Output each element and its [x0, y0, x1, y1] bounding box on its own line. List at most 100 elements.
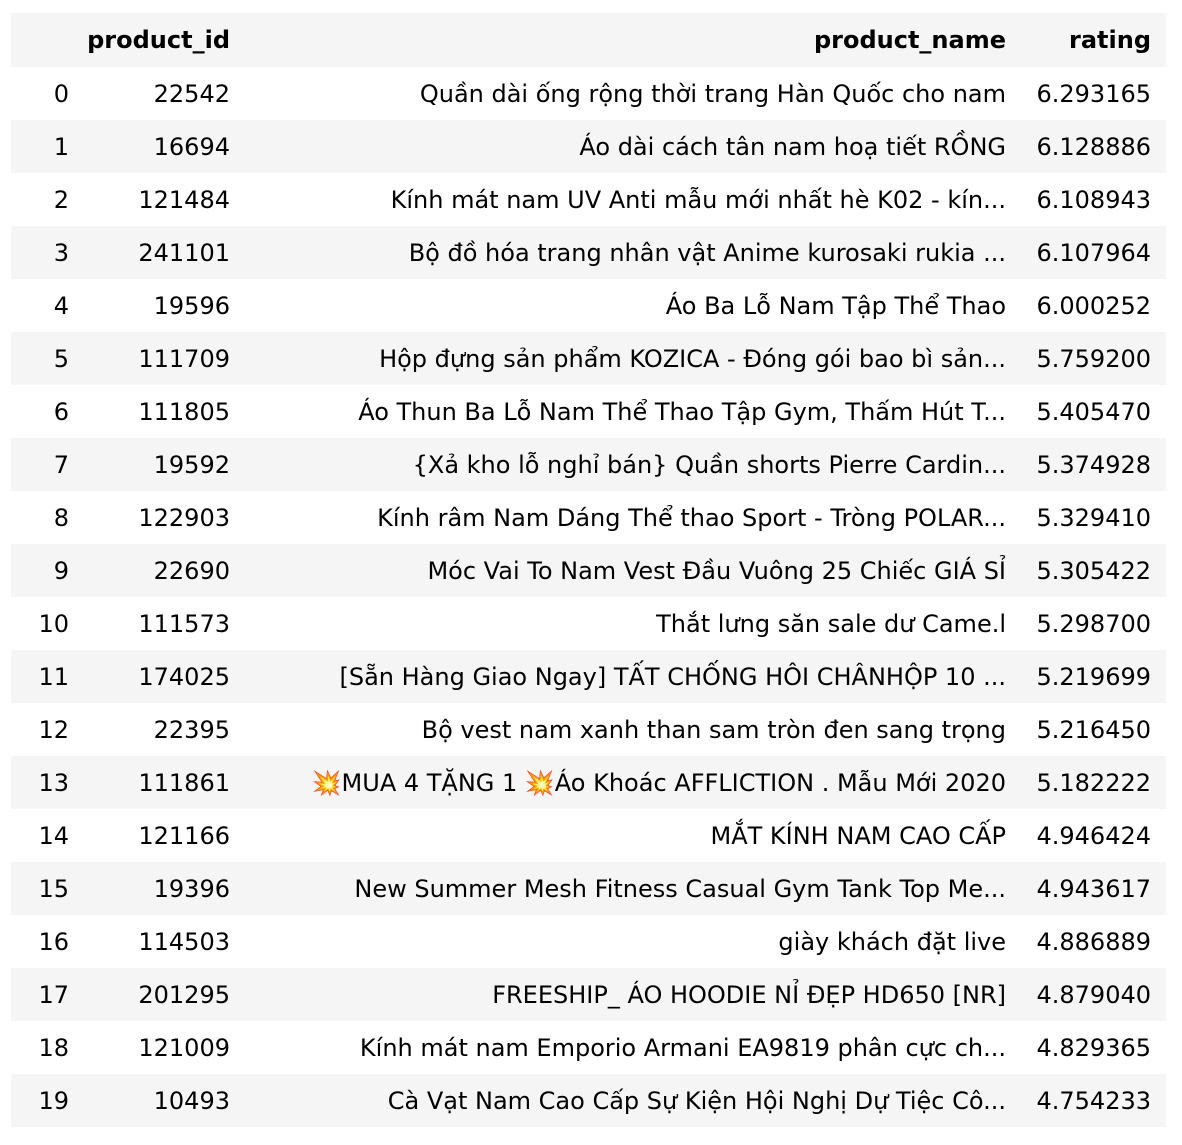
- table-row: 18 121009 Kính mát nam Emporio Armani EA98…: [11, 1021, 1166, 1074]
- table-row: 6 111805 Áo Thun Ba Lỗ Nam Thể Thao Tập Gy…: [11, 385, 1166, 438]
- product-id-cell: 121166: [81, 809, 245, 862]
- rating-cell: 5.759200: [1021, 332, 1166, 385]
- table-row: 9 22690 Móc Vai To Nam Vest Đầu Vuông 25 C…: [11, 544, 1166, 597]
- product-name-cell: Móc Vai To Nam Vest Đầu Vuông 25 Chiếc G…: [245, 544, 1021, 597]
- product-name-cell: Cà Vạt Nam Cao Cấp Sự Kiện Hội Nghị Dự T…: [245, 1074, 1021, 1127]
- product-name-column-header: product_name: [245, 13, 1021, 67]
- rating-cell: 5.329410: [1021, 491, 1166, 544]
- product-name-cell: {Xả kho lỗ nghỉ bán} Quần shorts Pierre …: [245, 438, 1021, 491]
- table-body: 0 22542 Quần dài ống rộng thời trang Hàn Q…: [11, 67, 1166, 1127]
- dataframe-table: product_id product_name rating 0 22542 Quầ…: [11, 13, 1166, 1127]
- table-row: 4 19596 Áo Ba Lỗ Nam Tập Thể Thao 6.000252: [11, 279, 1166, 332]
- product-id-cell: 22542: [81, 67, 245, 120]
- rating-column-header: rating: [1021, 13, 1166, 67]
- product-id-cell: 174025: [81, 650, 245, 703]
- dataframe-container: product_id product_name rating 0 22542 Quầ…: [11, 13, 1166, 1127]
- table-row: 7 19592 {Xả kho lỗ nghỉ bán} Quần shorts P…: [11, 438, 1166, 491]
- product-name-cell: Áo Ba Lỗ Nam Tập Thể Thao: [245, 279, 1021, 332]
- rating-cell: 5.405470: [1021, 385, 1166, 438]
- row-index-cell: 5: [11, 332, 81, 385]
- product-name-cell: Kính mát nam Emporio Armani EA9819 phân …: [245, 1021, 1021, 1074]
- table-row: 0 22542 Quần dài ống rộng thời trang Hàn Q…: [11, 67, 1166, 120]
- product-name-cell: New Summer Mesh Fitness Casual Gym Tank …: [245, 862, 1021, 915]
- table-row: 5 111709 Hộp đựng sản phẩm KOZICA - Đóng g…: [11, 332, 1166, 385]
- row-index-cell: 9: [11, 544, 81, 597]
- product-name-cell: MẮT KÍNH NAM CAO CẤP: [245, 809, 1021, 862]
- table-row: 2 121484 Kính mát nam UV Anti mẫu mới nhất…: [11, 173, 1166, 226]
- table-row: 19 10493 Cà Vạt Nam Cao Cấp Sự Kiện Hội Ng…: [11, 1074, 1166, 1127]
- index-column-header: [11, 13, 81, 67]
- row-index-cell: 14: [11, 809, 81, 862]
- rating-cell: 4.943617: [1021, 862, 1166, 915]
- product-name-cell: Bộ đồ hóa trang nhân vật Anime kurosaki …: [245, 226, 1021, 279]
- product-id-cell: 19592: [81, 438, 245, 491]
- product-name-cell: Hộp đựng sản phẩm KOZICA - Đóng gói bao …: [245, 332, 1021, 385]
- row-index-cell: 19: [11, 1074, 81, 1127]
- rating-cell: 4.879040: [1021, 968, 1166, 1021]
- product-id-cell: 241101: [81, 226, 245, 279]
- rating-cell: 6.000252: [1021, 279, 1166, 332]
- product-name-cell: Áo Thun Ba Lỗ Nam Thể Thao Tập Gym, Thấm…: [245, 385, 1021, 438]
- product-id-cell: 111709: [81, 332, 245, 385]
- table-row: 14 121166 MẮT KÍNH NAM CAO CẤP 4.946424: [11, 809, 1166, 862]
- row-index-cell: 8: [11, 491, 81, 544]
- row-index-cell: 18: [11, 1021, 81, 1074]
- row-index-cell: 17: [11, 968, 81, 1021]
- product-name-cell: Áo dài cách tân nam hoạ tiết RỒNG: [245, 120, 1021, 173]
- rating-cell: 4.946424: [1021, 809, 1166, 862]
- row-index-cell: 13: [11, 756, 81, 809]
- row-index-cell: 12: [11, 703, 81, 756]
- row-index-cell: 2: [11, 173, 81, 226]
- table-row: 13 111861 💥MUA 4 TẶNG 1 💥Áo Khoác AFFLICTI…: [11, 756, 1166, 809]
- rating-cell: 6.107964: [1021, 226, 1166, 279]
- rating-cell: 4.754233: [1021, 1074, 1166, 1127]
- row-index-cell: 3: [11, 226, 81, 279]
- product-id-cell: 121009: [81, 1021, 245, 1074]
- product-id-cell: 121484: [81, 173, 245, 226]
- product-id-column-header: product_id: [81, 13, 245, 67]
- table-row: 3 241101 Bộ đồ hóa trang nhân vật Anime ku…: [11, 226, 1166, 279]
- row-index-cell: 7: [11, 438, 81, 491]
- rating-cell: 5.216450: [1021, 703, 1166, 756]
- row-index-cell: 1: [11, 120, 81, 173]
- table-row: 10 111573 Thắt lưng săn sale dư Came.l 5.29…: [11, 597, 1166, 650]
- product-name-cell: Kính râm Nam Dáng Thể thao Sport - Tròng…: [245, 491, 1021, 544]
- table-row: 12 22395 Bộ vest nam xanh than sam tròn đe…: [11, 703, 1166, 756]
- table-row: 11 174025 [Sẵn Hàng Giao Ngay] TẤT CHỐNG H…: [11, 650, 1166, 703]
- row-index-cell: 0: [11, 67, 81, 120]
- table-row: 17 201295 FREESHIP_ ÁO HOODIE NỈ ĐẸP HD650…: [11, 968, 1166, 1021]
- rating-cell: 6.128886: [1021, 120, 1166, 173]
- product-name-cell: giày khách đặt live: [245, 915, 1021, 968]
- product-id-cell: 111861: [81, 756, 245, 809]
- product-name-cell: Bộ vest nam xanh than sam tròn đen sang …: [245, 703, 1021, 756]
- rating-cell: 4.886889: [1021, 915, 1166, 968]
- row-index-cell: 11: [11, 650, 81, 703]
- table-row: 15 19396 New Summer Mesh Fitness Casual Gy…: [11, 862, 1166, 915]
- rating-cell: 5.374928: [1021, 438, 1166, 491]
- row-index-cell: 4: [11, 279, 81, 332]
- rating-cell: 6.108943: [1021, 173, 1166, 226]
- table-header: product_id product_name rating: [11, 13, 1166, 67]
- product-id-cell: 16694: [81, 120, 245, 173]
- row-index-cell: 15: [11, 862, 81, 915]
- header-row: product_id product_name rating: [11, 13, 1166, 67]
- product-id-cell: 22395: [81, 703, 245, 756]
- row-index-cell: 6: [11, 385, 81, 438]
- rating-cell: 6.293165: [1021, 67, 1166, 120]
- table-row: 8 122903 Kính râm Nam Dáng Thể thao Sport …: [11, 491, 1166, 544]
- product-id-cell: 111573: [81, 597, 245, 650]
- product-name-cell: [Sẵn Hàng Giao Ngay] TẤT CHỐNG HÔI CHÂNH…: [245, 650, 1021, 703]
- rating-cell: 5.298700: [1021, 597, 1166, 650]
- rating-cell: 4.829365: [1021, 1021, 1166, 1074]
- product-name-cell: Kính mát nam UV Anti mẫu mới nhất hè K02…: [245, 173, 1021, 226]
- product-id-cell: 111805: [81, 385, 245, 438]
- product-id-cell: 22690: [81, 544, 245, 597]
- product-id-cell: 201295: [81, 968, 245, 1021]
- product-id-cell: 19396: [81, 862, 245, 915]
- product-id-cell: 114503: [81, 915, 245, 968]
- rating-cell: 5.219699: [1021, 650, 1166, 703]
- product-id-cell: 19596: [81, 279, 245, 332]
- rating-cell: 5.182222: [1021, 756, 1166, 809]
- row-index-cell: 16: [11, 915, 81, 968]
- product-name-cell: FREESHIP_ ÁO HOODIE NỈ ĐẸP HD650 [NR]: [245, 968, 1021, 1021]
